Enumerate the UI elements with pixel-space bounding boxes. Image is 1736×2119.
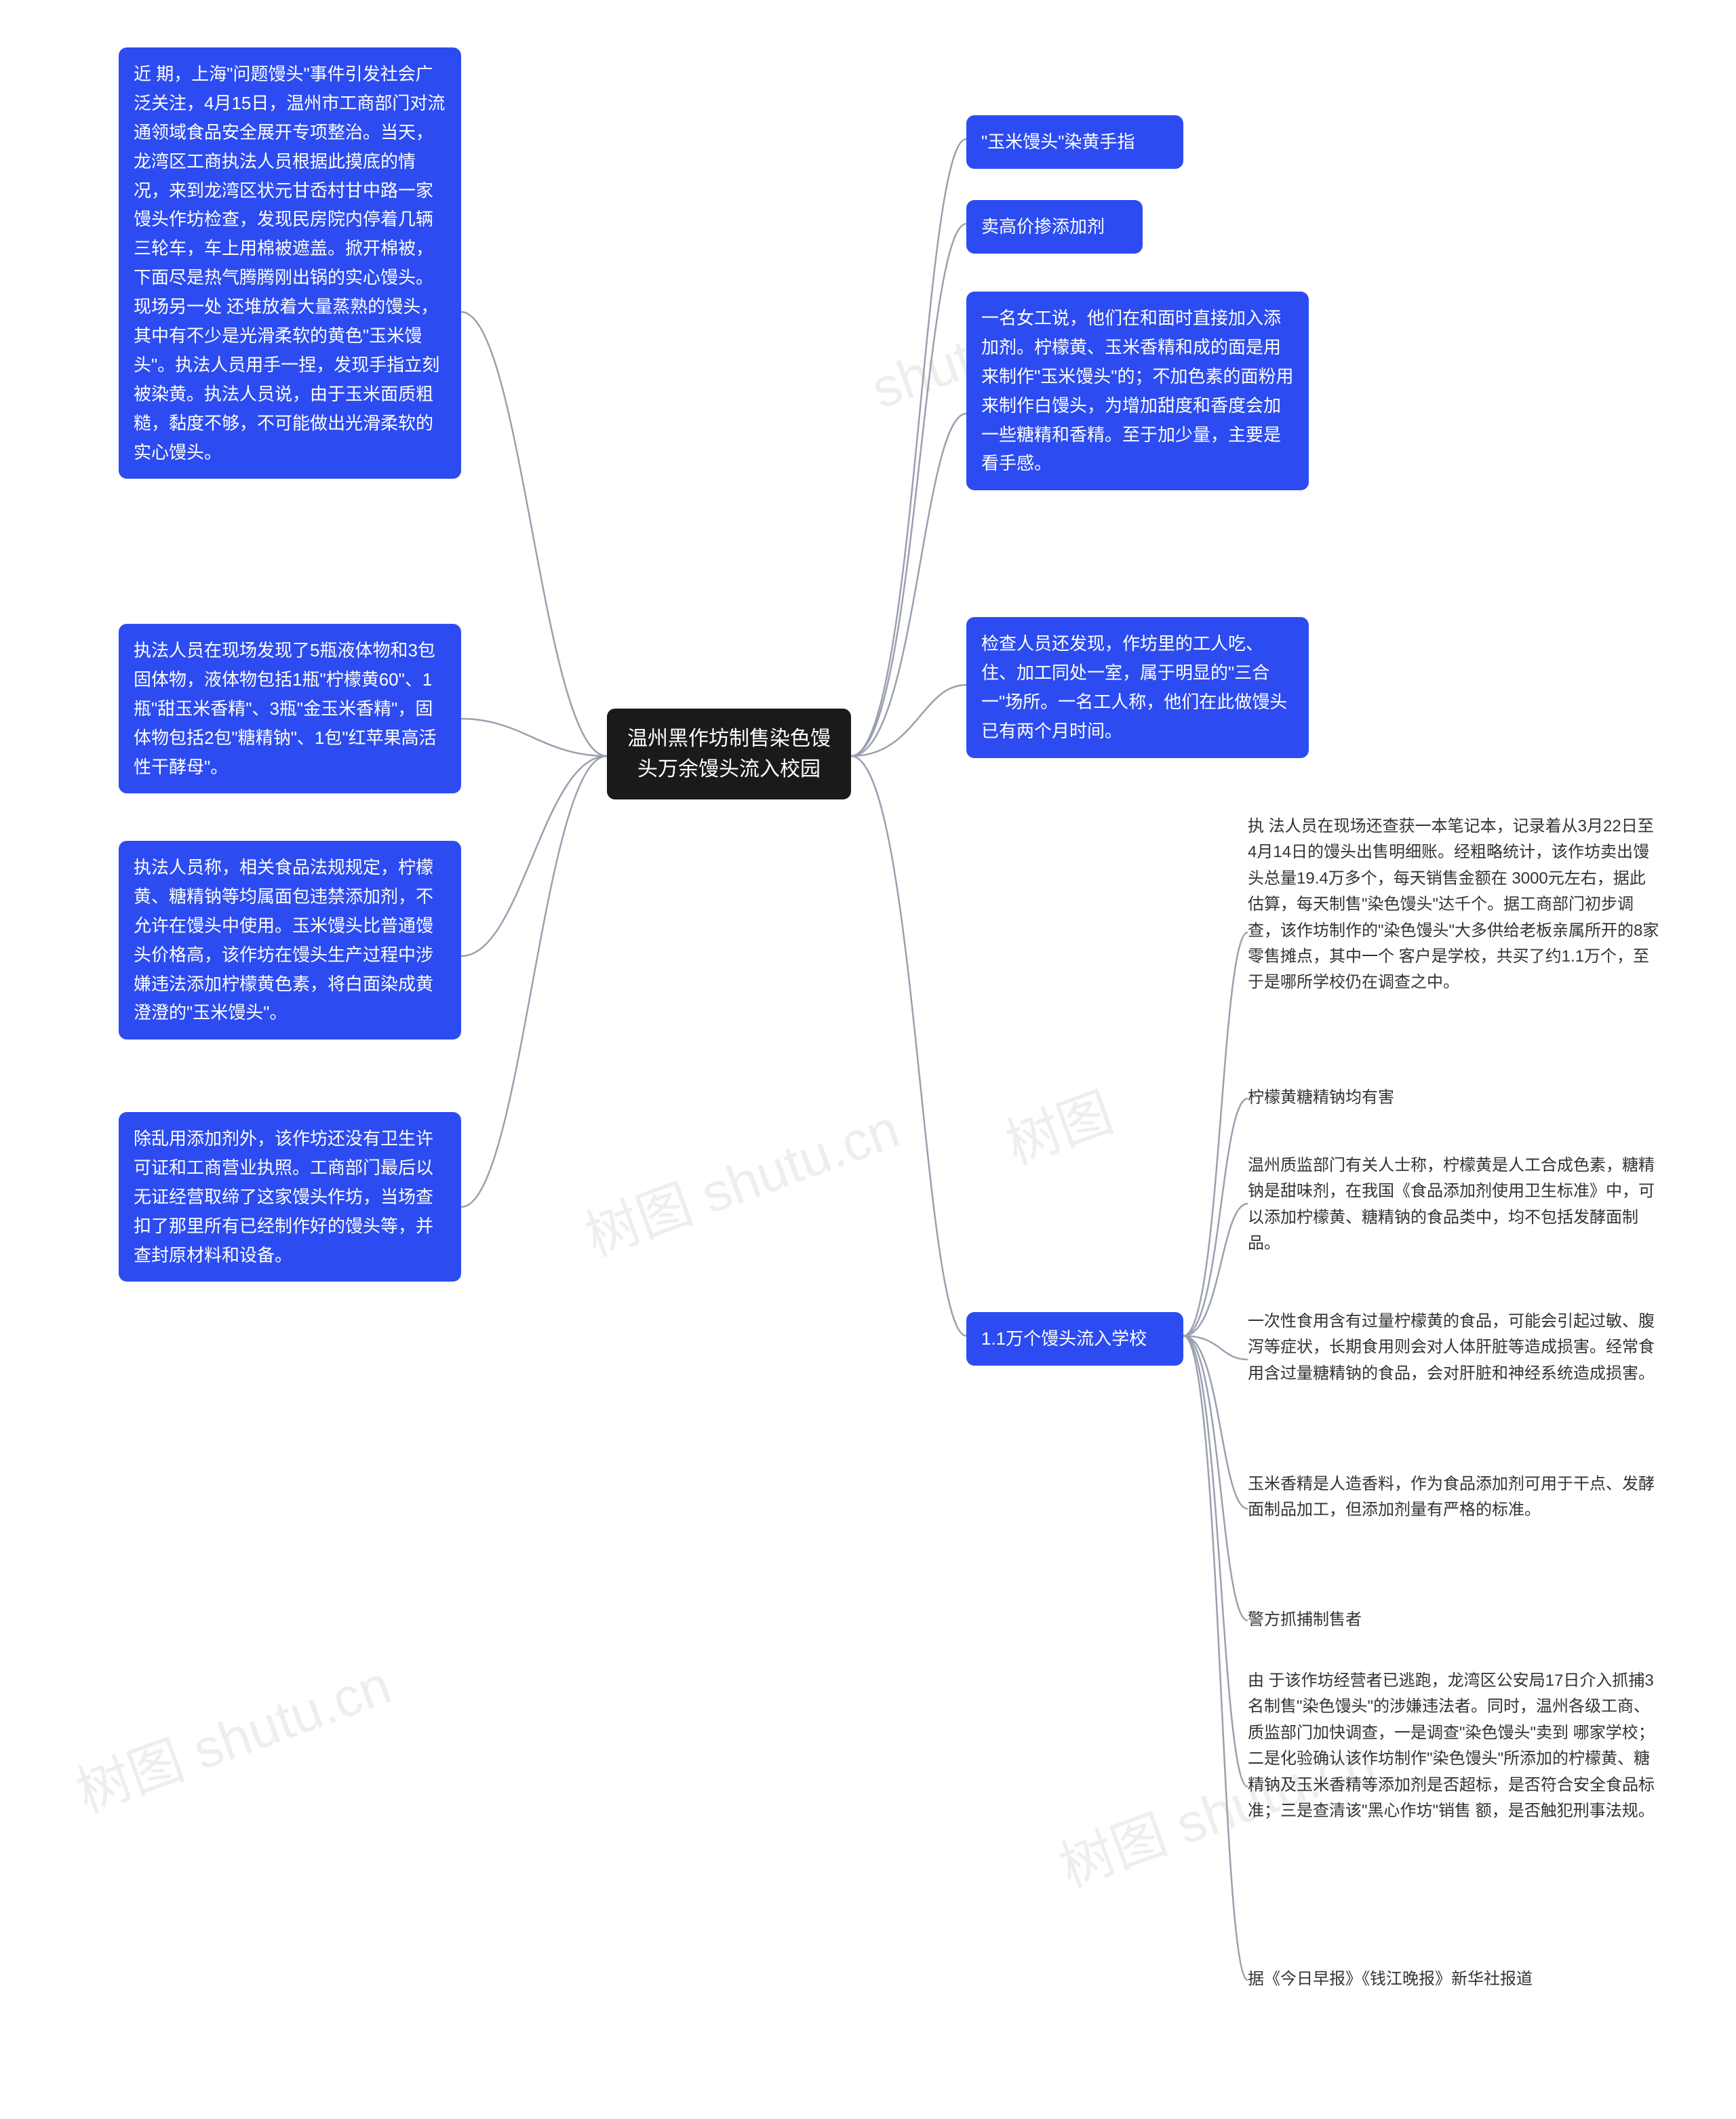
mindmap-root[interactable]: 温州黑作坊制售染色馒头万余馒头流入校园 <box>607 709 851 799</box>
leaf-3: 温州质监部门有关人士称，柠檬黄是人工合成色素，糖精钠是甜味剂，在我国《食品添加剂… <box>1248 1153 1661 1257</box>
leaf-2: 柠檬黄糖精钠均有害 <box>1248 1085 1661 1111</box>
left-node-1[interactable]: 近 期，上海"问题馒头"事件引发社会广泛关注，4月15日，温州市工商部门对流通领… <box>119 47 461 479</box>
right-node-3[interactable]: 一名女工说，他们在和面时直接加入添加剂。柠檬黄、玉米香精和成的面是用来制作"玉米… <box>966 292 1309 490</box>
leaf-8: 据《今日早报》《钱江晚报》新华社报道 <box>1248 1966 1661 1992</box>
left-node-2[interactable]: 执法人员在现场发现了5瓶液体物和3包固体物，液体物包括1瓶"柠檬黄60"、1瓶"… <box>119 624 461 793</box>
leaf-6: 警方抓捕制售者 <box>1248 1607 1661 1633</box>
right-node-5[interactable]: 1.1万个馒头流入学校 <box>966 1312 1183 1366</box>
right-node-2[interactable]: 卖高价掺添加剂 <box>966 200 1143 254</box>
leaf-7: 由 于该作坊经营者已逃跑，龙湾区公安局17日介入抓捕3名制售"染色馒头"的涉嫌违… <box>1248 1668 1661 1824</box>
right-node-1[interactable]: "玉米馒头"染黄手指 <box>966 115 1183 169</box>
watermark: 树图 shutu.cn <box>573 1086 909 1272</box>
right-node-4[interactable]: 检查人员还发现，作坊里的工人吃、住、加工同处一室，属于明显的"三合一"场所。一名… <box>966 617 1309 758</box>
watermark: 树图 <box>993 1069 1122 1180</box>
left-node-3[interactable]: 执法人员称，相关食品法规规定，柠檬黄、糖精钠等均属面包违禁添加剂，不允许在馒头中… <box>119 841 461 1039</box>
leaf-4: 一次性食用含有过量柠檬黄的食品，可能会引起过敏、腹泻等症状，长期食用则会对人体肝… <box>1248 1309 1661 1387</box>
leaf-5: 玉米香精是人造香料，作为食品添加剂可用于干点、发酵面制品加工，但添加剂量有严格的… <box>1248 1471 1661 1524</box>
watermark: 树图 shutu.cn <box>64 1642 400 1828</box>
left-node-4[interactable]: 除乱用添加剂外，该作坊还没有卫生许可证和工商营业执照。工商部门最后以无证经营取缔… <box>119 1112 461 1282</box>
leaf-1: 执 法人员在现场还查获一本笔记本，记录着从3月22日至4月14日的馒头出售明细账… <box>1248 814 1661 996</box>
